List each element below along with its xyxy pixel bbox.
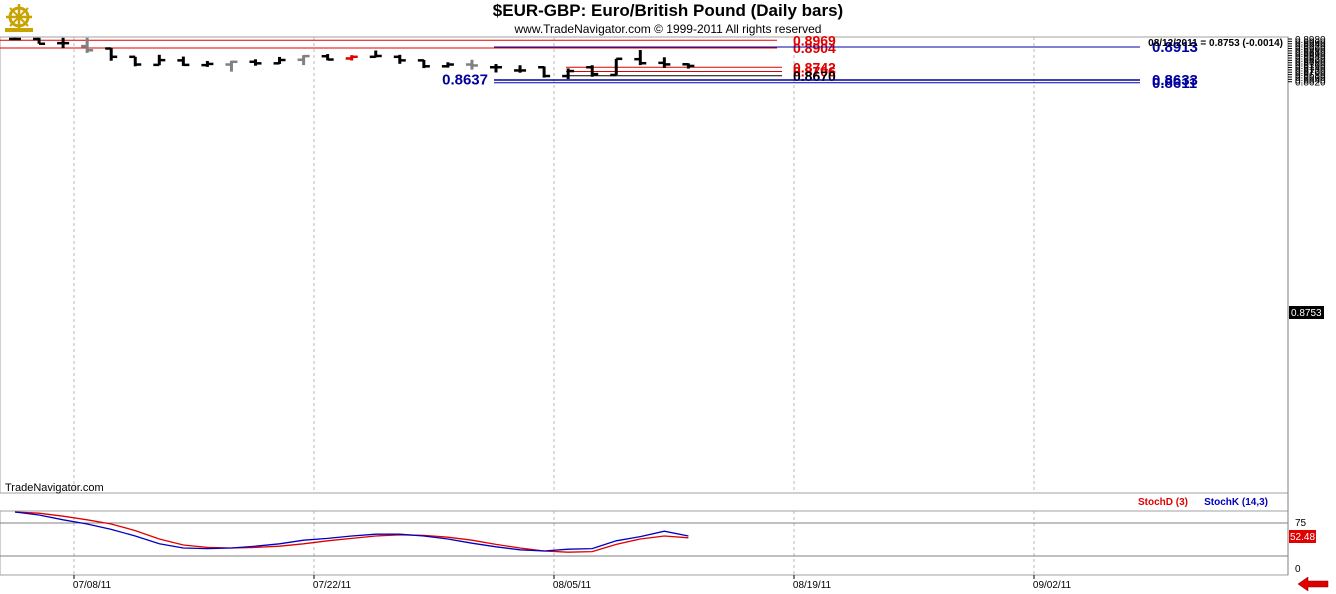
ohlc-bar[interactable] (538, 66, 551, 78)
stochastic-lines (0, 511, 1288, 557)
price-level-label: 0.8742 (793, 59, 836, 75)
stochk-label: StochK (14,3) (1204, 497, 1268, 508)
ohlc-bar[interactable] (465, 59, 478, 70)
stochastic-panel[interactable] (0, 510, 1289, 576)
date-axis: 07/08/11 07/22/11 08/05/11 08/19/11 09/02/11 (73, 575, 1072, 591)
ohlc-bar[interactable] (610, 57, 623, 77)
price-level-label: 0.8670 (793, 68, 836, 84)
ohlc-bar[interactable] (441, 62, 454, 68)
ohlc-bar[interactable] (345, 55, 358, 61)
ohlc-bar[interactable] (33, 37, 46, 45)
ohlc-bar[interactable] (634, 50, 647, 66)
price-tick-label: 0.8940 (1295, 40, 1326, 51)
ohlc-bar[interactable] (105, 47, 118, 61)
current-price-label: 0.8753 (1291, 308, 1322, 319)
price-panel[interactable] (0, 36, 1289, 494)
ohlc-bar[interactable] (369, 50, 382, 59)
price-tick-label: 0.8860 (1295, 49, 1326, 60)
chart-title: $EUR-GBP: Euro/British Pound (Daily bars… (492, 1, 844, 20)
price-level-label: 0.8637 (442, 72, 488, 89)
price-tick-label: 0.8780 (1295, 59, 1326, 70)
ohlc-bar[interactable] (57, 37, 70, 49)
stoch-tick-0: 0 (1295, 564, 1301, 575)
ohlc-bar[interactable] (658, 57, 671, 68)
ohlc-bar[interactable] (177, 56, 190, 67)
date-tick-label: 07/22/11 (313, 580, 352, 591)
price-tick-label: 0.8660 (1295, 73, 1326, 84)
stochd-label: StochD (3) (1138, 497, 1188, 508)
price-tick-label: 0.8980 (1295, 35, 1326, 46)
ohlc-bar[interactable] (417, 59, 430, 69)
price-tick-label: 0.8760 (1295, 61, 1326, 72)
price-tick-label: 0.8840 (1295, 52, 1326, 63)
current-price-box (1289, 306, 1324, 319)
ohlc-bar[interactable] (225, 60, 238, 72)
golden-ship-wheel-icon (5, 4, 33, 32)
price-tick-label: 0.8720 (1295, 66, 1326, 77)
price-tick-label: 0.8700 (1295, 68, 1326, 79)
price-tick-label: 0.8620 (1295, 78, 1326, 89)
stoch-value-box (1289, 530, 1316, 543)
ohlc-bar[interactable] (81, 37, 94, 53)
price-tick-label: 0.8960 (1295, 37, 1326, 48)
watermark-text: TradeNavigator.com (5, 482, 104, 494)
ohlc-bar[interactable] (249, 59, 262, 66)
price-axis: 0.89800.89600.89400.89200.89000.88800.88… (1288, 35, 1326, 89)
price-tick-label: 0.8900 (1295, 44, 1326, 55)
last-bar-readout: 08/12/2011 = 0.8753 (-0.0014) (1148, 38, 1283, 49)
scroll-left-arrow-icon[interactable] (1297, 576, 1329, 592)
ohlc-bars (9, 37, 695, 80)
price-level-label: 0.8611 (1152, 75, 1197, 92)
ohlc-bar[interactable] (129, 55, 142, 67)
ohlc-bar[interactable] (321, 54, 334, 61)
ohlc-bar[interactable] (297, 54, 310, 66)
price-tick-label: 0.8880 (1295, 47, 1326, 58)
copyright-subtitle: www.TradeNavigator.com © 1999-2011 All r… (514, 22, 822, 36)
ohlc-bar[interactable] (9, 37, 21, 41)
price-tick-label: 0.8680 (1295, 71, 1326, 82)
date-tick-label: 08/05/11 (553, 580, 592, 591)
price-level-label: 0.8706 (793, 64, 836, 80)
date-tick-label: 08/19/11 (793, 580, 832, 591)
price-tick-label: 0.8920 (1295, 42, 1326, 53)
date-tick-label: 07/08/11 (73, 580, 112, 591)
ohlc-bar[interactable] (562, 68, 575, 80)
stochd-line[interactable] (14, 511, 689, 553)
ohlc-bar[interactable] (586, 65, 599, 77)
price-tick-label: 0.8740 (1295, 63, 1326, 74)
price-level-label: 0.8904 (793, 40, 836, 56)
price-level-label: 0.8633 (1152, 72, 1198, 89)
stochk-line[interactable] (14, 511, 689, 552)
ohlc-bar[interactable] (682, 63, 695, 69)
ohlc-bar[interactable] (514, 65, 527, 73)
ohlc-bar[interactable] (490, 64, 502, 73)
price-level-label: 0.8969 (793, 32, 836, 48)
stoch-value-label: 52.48 (1290, 532, 1315, 543)
price-tick-label: 0.8640 (1295, 75, 1326, 86)
ohlc-bar[interactable] (393, 54, 406, 64)
price-tick-label: 0.8800 (1295, 56, 1326, 67)
stoch-tick-75: 75 (1295, 518, 1307, 529)
price-level-label: 0.8913 (1152, 39, 1198, 56)
ohlc-bar[interactable] (153, 54, 166, 67)
date-tick-label: 09/02/11 (1033, 580, 1072, 591)
price-tick-label: 0.8820 (1295, 54, 1326, 65)
ohlc-bar[interactable] (201, 60, 214, 67)
ohlc-bar[interactable] (273, 56, 286, 65)
chart-header: $EUR-GBP: Euro/British Pound (Daily bars… (0, 0, 1336, 38)
